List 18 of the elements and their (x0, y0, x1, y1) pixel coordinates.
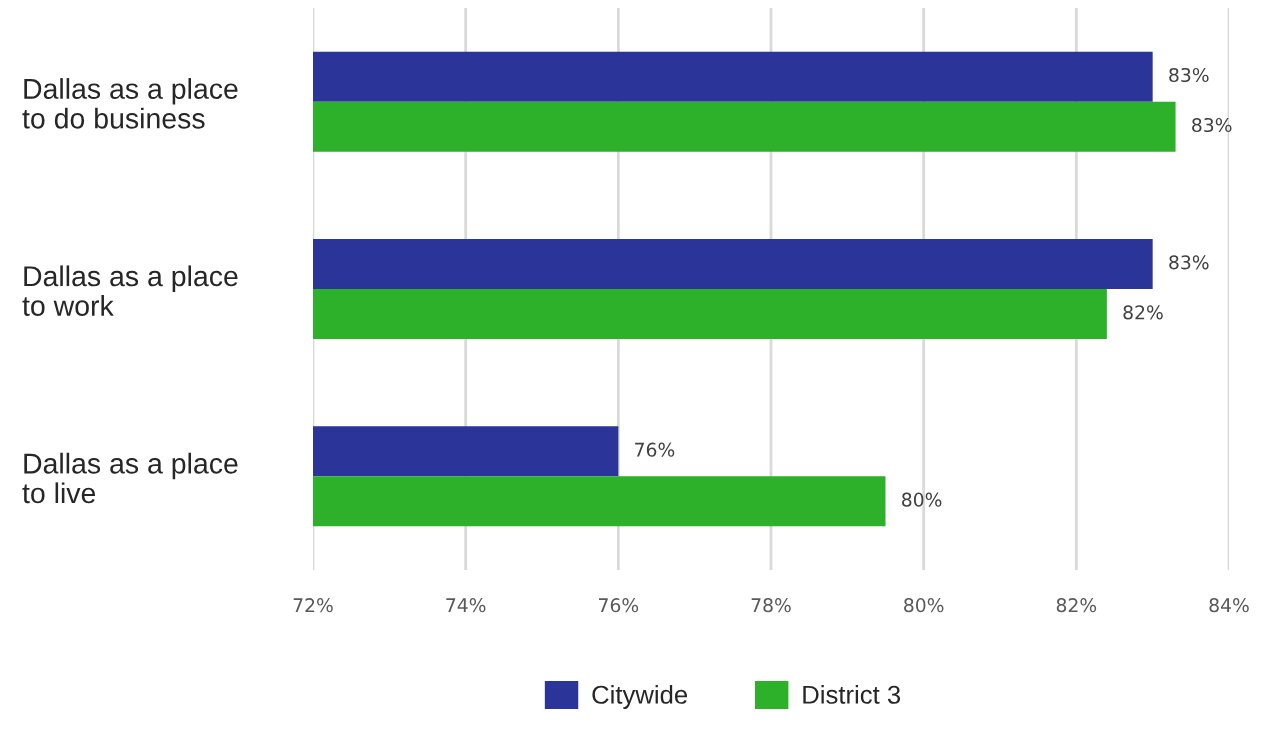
data-label: 80% (902, 492, 942, 507)
data-label: 82% (1123, 305, 1163, 320)
x-tick-label: 76% (599, 598, 639, 613)
data-label: 76% (635, 442, 675, 457)
data-label: 83% (1192, 117, 1232, 133)
y-tick-label: Dallas as a place to live (22, 452, 238, 504)
y-tick-label: Dallas as a place to do business (22, 78, 238, 129)
x-tick-label: 80% (904, 598, 944, 613)
data-label: 83% (1169, 67, 1209, 83)
y-tick-label: Dallas as a place to work (22, 265, 238, 316)
x-tick-label: 82% (1056, 598, 1097, 613)
x-tick-label: 74% (446, 598, 486, 613)
x-tick-label: 84% (1209, 598, 1249, 613)
legend-label: District 3 (803, 684, 901, 704)
data-label: 83% (1169, 255, 1209, 270)
x-tick-label: 72% (293, 598, 333, 613)
x-tick-label: 78% (751, 598, 791, 613)
legend-label: Citywide (592, 684, 688, 709)
